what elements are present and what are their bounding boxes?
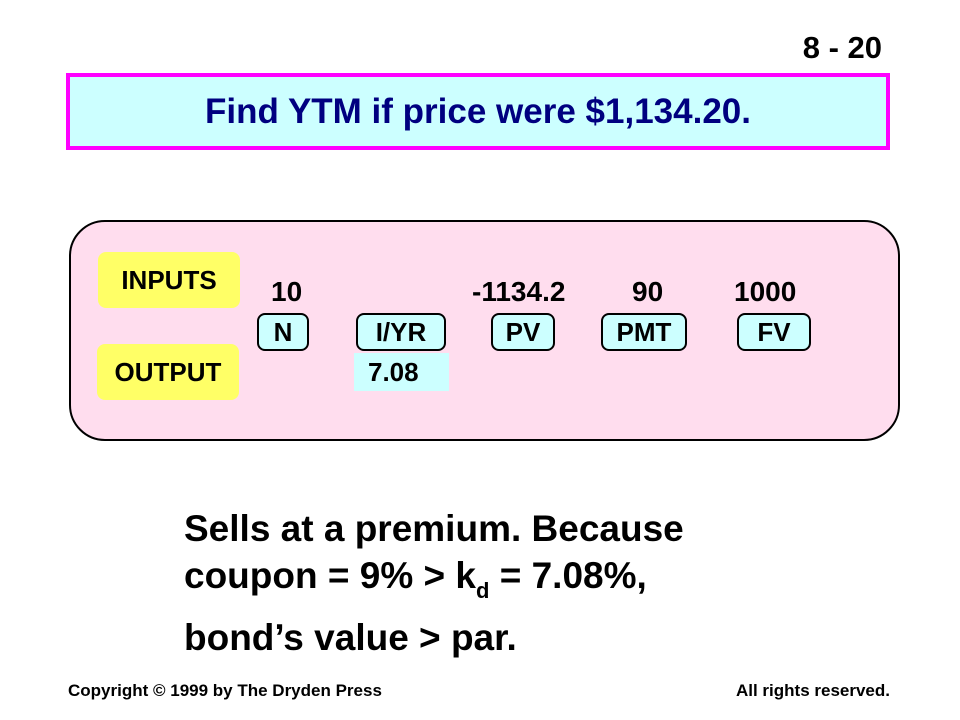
- slide-title: Find YTM if price were $1,134.20.: [205, 91, 751, 131]
- conclusion-line-2: coupon = 9% > kd = 7.08%,: [184, 552, 804, 614]
- output-label: OUTPUT: [97, 344, 239, 400]
- input-value-n: 10: [271, 276, 303, 307]
- kd-subscript: d: [475, 578, 490, 603]
- slide-number: 8 - 20: [802, 30, 882, 65]
- input-value-pmt: 90: [632, 276, 664, 307]
- slide-title-box: Find YTM if price were $1,134.20.: [66, 73, 890, 150]
- key-i-yr: I/YR: [356, 313, 446, 351]
- key-pv: PV: [491, 313, 555, 351]
- conclusion-line-1: Sells at a premium. Because: [184, 508, 684, 549]
- key-fv: FV: [737, 313, 811, 351]
- conclusion-line-2-end: = 7.08%,: [489, 555, 647, 596]
- conclusion-text: Sells at a premium. Because coupon = 9% …: [184, 505, 804, 661]
- key-pmt: PMT: [601, 313, 687, 351]
- input-value-pv: -1134.2: [472, 276, 566, 307]
- output-value-i-yr: 7.08: [354, 353, 449, 391]
- rights-reserved: All rights reserved.: [735, 681, 890, 700]
- key-n: N: [257, 313, 309, 351]
- inputs-label: INPUTS: [98, 252, 240, 308]
- copyright-notice: Copyright © 1999 by The Dryden Press: [68, 681, 382, 700]
- conclusion-line-3: bond’s value > par.: [184, 617, 517, 658]
- conclusion-line-2-start: coupon = 9% > k: [184, 555, 476, 596]
- input-value-fv: 1000: [734, 276, 797, 307]
- calculator-panel: INPUTS OUTPUT 10 -1134.2 90 1000 N I/YR …: [69, 220, 900, 441]
